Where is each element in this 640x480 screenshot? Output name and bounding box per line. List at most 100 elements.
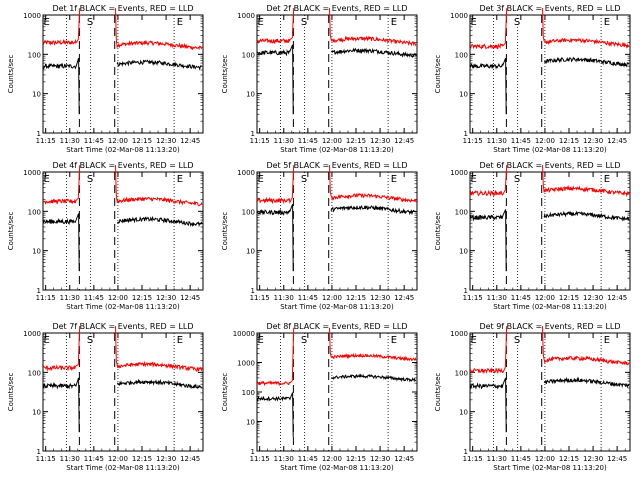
lld-series-line bbox=[329, 327, 417, 362]
events-series-line bbox=[331, 373, 417, 383]
lld-series-line bbox=[542, 326, 630, 366]
x-tick-label: 12:00 bbox=[108, 137, 128, 145]
lld-series-line bbox=[329, 165, 417, 203]
y-tick-label: 1000 bbox=[237, 12, 255, 20]
y-tick-label: 1000 bbox=[237, 360, 255, 368]
event-marker-e: E bbox=[470, 17, 476, 28]
x-tick-label: 11:30 bbox=[487, 137, 507, 145]
events-series-line bbox=[469, 209, 507, 272]
panel-2: Det 2f BLACK = Events, RED = LLD 1 10 100 10… bbox=[221, 4, 418, 154]
event-marker-e: E bbox=[177, 174, 183, 185]
x-tick-label: 11:45 bbox=[84, 137, 104, 145]
x-tick-label: 12:30 bbox=[156, 294, 176, 302]
event-marker-e: E bbox=[43, 17, 49, 28]
x-axis-label: Start Time (02-Mar-08 11:13:20) bbox=[280, 303, 394, 311]
panel-5: Det 5f BLACK = Events, RED = LLD 1 10 100 10… bbox=[221, 161, 418, 311]
y-tick-label: 1 bbox=[251, 287, 255, 295]
event-marker-s: S bbox=[514, 17, 520, 28]
x-tick-label: 11:30 bbox=[274, 455, 294, 463]
x-tick-label: 11:45 bbox=[511, 137, 531, 145]
x-tick-label: 11:30 bbox=[60, 294, 80, 302]
plot-frame bbox=[469, 171, 631, 291]
x-axis-label: Start Time (02-Mar-08 11:13:20) bbox=[493, 146, 607, 154]
y-tick-label: 1 bbox=[464, 448, 468, 456]
y-tick-label: 1 bbox=[37, 287, 41, 295]
panel-6: Det 6f BLACK = Events, RED = LLD 1 10 100 10… bbox=[434, 161, 631, 311]
x-tick-label: 12:00 bbox=[535, 137, 555, 145]
events-series-line bbox=[330, 47, 417, 59]
event-marker-s: S bbox=[301, 335, 307, 346]
lld-series-line bbox=[115, 326, 203, 373]
x-tick-label: 11:30 bbox=[60, 455, 80, 463]
x-tick-label: 12:45 bbox=[607, 137, 627, 145]
x-tick-label: 12:30 bbox=[583, 137, 603, 145]
y-axis-label: Counts/sec bbox=[7, 55, 15, 94]
y-tick-label: 100 bbox=[455, 369, 468, 377]
x-tick-label: 12:00 bbox=[108, 455, 128, 463]
y-tick-label: 10000 bbox=[233, 330, 255, 338]
events-series-line bbox=[469, 377, 507, 433]
events-series-line bbox=[116, 378, 203, 389]
y-tick-label: 10 bbox=[459, 409, 468, 417]
panel-title: Det 3f BLACK = Events, RED = LLD bbox=[479, 4, 620, 13]
x-tick-label: 11:15 bbox=[463, 455, 483, 463]
x-tick-label: 12:30 bbox=[583, 294, 603, 302]
y-tick-label: 100 bbox=[28, 208, 41, 216]
lld-series-line bbox=[256, 327, 295, 387]
panel-4: Det 4f BLACK = Events, RED = LLD 1 10 100 10… bbox=[7, 161, 204, 311]
y-axis-label: Counts/sec bbox=[434, 373, 442, 412]
y-axis-label: Counts/sec bbox=[7, 212, 15, 251]
x-tick-label: 12:15 bbox=[346, 294, 366, 302]
plot-frame bbox=[256, 332, 418, 452]
x-tick-label: 11:15 bbox=[36, 137, 56, 145]
y-tick-label: 100 bbox=[242, 208, 255, 216]
x-tick-label: 12:15 bbox=[132, 137, 152, 145]
lld-series-line bbox=[43, 165, 81, 205]
panel-title: Det 7f BLACK = Events, RED = LLD bbox=[52, 322, 193, 331]
events-series-line bbox=[116, 59, 203, 71]
plot-frame bbox=[469, 14, 631, 134]
lld-series-line bbox=[329, 8, 417, 47]
lld-series-line bbox=[43, 326, 81, 372]
plot-frame bbox=[256, 14, 418, 134]
y-axis-label: Counts/sec bbox=[434, 212, 442, 251]
x-axis-label: Start Time (02-Mar-08 11:13:20) bbox=[66, 464, 180, 472]
event-marker-s: S bbox=[514, 335, 520, 346]
events-series-line bbox=[257, 44, 294, 115]
event-marker-e: E bbox=[257, 174, 263, 185]
event-marker-e: E bbox=[43, 335, 49, 346]
x-tick-label: 12:00 bbox=[322, 137, 342, 145]
y-tick-label: 100 bbox=[455, 208, 468, 216]
events-series-line bbox=[256, 204, 294, 272]
x-tick-label: 11:15 bbox=[250, 294, 270, 302]
y-tick-label: 10 bbox=[32, 248, 41, 256]
event-marker-e: E bbox=[470, 174, 476, 185]
y-tick-label: 100 bbox=[28, 369, 41, 377]
x-tick-label: 12:45 bbox=[394, 137, 414, 145]
events-series-line bbox=[543, 376, 630, 389]
y-tick-label: 1 bbox=[37, 448, 41, 456]
event-marker-e: E bbox=[177, 335, 183, 346]
event-marker-e: E bbox=[177, 17, 183, 28]
x-tick-label: 11:30 bbox=[274, 137, 294, 145]
events-series-line bbox=[117, 215, 203, 228]
y-tick-label: 1000 bbox=[450, 12, 468, 20]
x-tick-label: 11:45 bbox=[298, 137, 318, 145]
y-tick-label: 1000 bbox=[450, 330, 468, 338]
x-tick-label: 12:15 bbox=[132, 455, 152, 463]
lld-series-line bbox=[542, 165, 630, 198]
x-tick-label: 11:30 bbox=[487, 455, 507, 463]
event-marker-e: E bbox=[391, 335, 397, 346]
panel-title: Det 1f BLACK = Events, RED = LLD bbox=[52, 4, 193, 13]
y-tick-label: 100 bbox=[455, 51, 468, 59]
event-marker-s: S bbox=[87, 174, 93, 185]
events-series-line bbox=[469, 57, 507, 115]
x-axis-label: Start Time (02-Mar-08 11:13:20) bbox=[493, 464, 607, 472]
x-tick-label: 12:30 bbox=[156, 137, 176, 145]
event-marker-e: E bbox=[391, 17, 397, 28]
x-tick-label: 11:15 bbox=[250, 455, 270, 463]
x-tick-label: 11:15 bbox=[250, 137, 270, 145]
y-tick-label: 10 bbox=[246, 91, 255, 99]
y-tick-label: 100 bbox=[242, 389, 255, 397]
